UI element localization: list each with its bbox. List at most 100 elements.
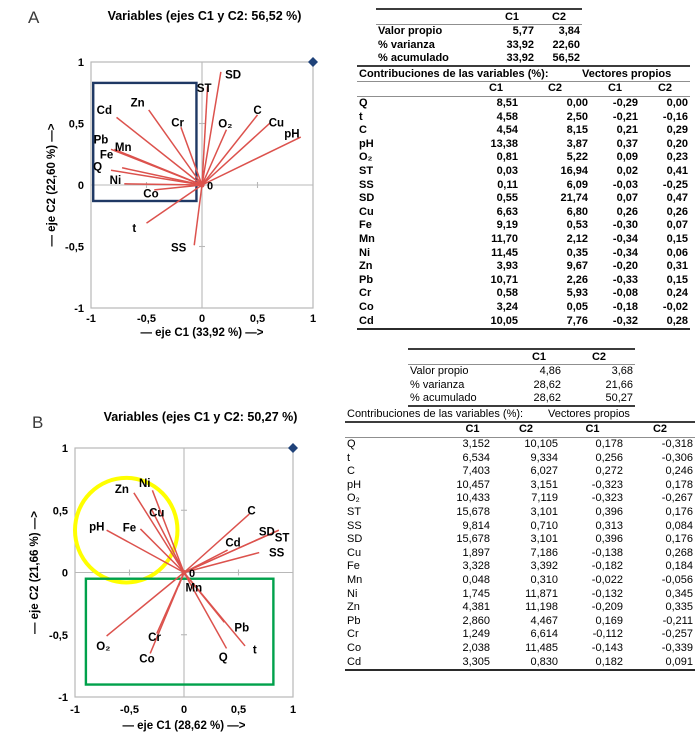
value-cell: 5,93 — [566, 287, 588, 300]
column-header: C2 — [520, 81, 590, 97]
value-cell: -0,34 — [612, 246, 638, 259]
vector-label-Cu: Cu — [149, 508, 164, 520]
table-row: Cr 0,58 5,93 -0,08 0,24 — [357, 287, 690, 301]
table-row: SS 0,11 6,09 -0,03 -0,25 — [357, 178, 690, 192]
value-cell: 0,091 — [625, 655, 695, 671]
column-header: C1 — [560, 421, 625, 438]
value-cell: 13,38 — [490, 137, 518, 150]
eigenvectors-title: Vectores propios — [548, 407, 695, 423]
value-cell: 0,178 — [595, 438, 623, 451]
value-cell: 0,23 — [666, 151, 688, 164]
row-label: % acumulado — [378, 52, 449, 65]
vector-label-Cd: Cd — [225, 538, 240, 550]
value-cell: 2,12 — [566, 233, 588, 245]
vector-label-Cr: Cr — [171, 117, 184, 129]
y-tick-label: 0,5 — [69, 119, 84, 131]
table-row: ST 15,678 3,101 0,396 0,176 — [345, 506, 695, 520]
value-cell: -0,21 — [612, 110, 638, 123]
value-cell: -0,143 — [591, 641, 623, 654]
eigenvectors-title: Vectores propios — [582, 65, 690, 82]
value-cell: 6,614 — [530, 628, 558, 641]
value-cell: 0,53 — [566, 219, 588, 232]
value-cell: 6,09 — [566, 178, 588, 191]
vector-label-Cu: Cu — [269, 117, 284, 129]
x-axis-title: — eje C1 (33,92 %) —> — [140, 327, 263, 339]
origin-dot — [181, 569, 187, 576]
table-row: C 7,403 6,027 0,272 0,246 — [345, 465, 695, 479]
value-cell: 0,37 — [616, 137, 638, 150]
vector-label-Q: Q — [93, 162, 102, 174]
y-tick-label: -1 — [58, 692, 68, 704]
value-cell: 33,92 — [506, 38, 534, 51]
value-cell: -0,30 — [612, 219, 638, 232]
vector-Cu — [201, 121, 272, 186]
value-cell: 0,048 — [462, 574, 490, 586]
y-tick-label: -0,5 — [49, 630, 68, 642]
table-row: Ni 1,745 11,871 -0,132 0,345 — [345, 587, 695, 601]
value-cell: 0,09 — [616, 151, 638, 164]
vector-SS — [193, 184, 203, 246]
variable-label: O₂ — [347, 492, 360, 505]
panel-a-letter: A — [28, 8, 41, 27]
value-cell: 1,897 — [462, 546, 490, 559]
value-cell: -0,339 — [661, 641, 693, 654]
x-tick-label: 0,5 — [231, 704, 246, 716]
value-cell: -0,257 — [661, 628, 693, 641]
value-cell: 7,76 — [520, 314, 590, 330]
value-cell: -0,112 — [592, 628, 623, 641]
column-header — [408, 347, 515, 365]
table-row: O₂ 0,81 5,22 0,09 0,23 — [357, 151, 690, 165]
vector-ST — [201, 86, 209, 186]
value-cell: 21,74 — [560, 192, 588, 205]
highlight-ellipse — [73, 475, 180, 585]
vector-label-Ni: Ni — [139, 478, 151, 490]
value-cell: -0,209 — [591, 601, 623, 614]
value-cell: 2,50 — [566, 110, 588, 123]
value-cell: 0,710 — [530, 519, 558, 532]
table-row: C1 C2 C1 C2 — [357, 81, 690, 97]
pca-biplot-b: Qt CpH O₂ ST SS SD Cu Fe Mn Ni Zn Pb Cr Co Cd 0 1 0,5 0 -0,… — [29, 443, 298, 732]
value-cell: -0,306 — [661, 451, 693, 464]
column-header: C2 — [640, 81, 690, 97]
value-cell: 2,860 — [462, 614, 490, 627]
y-tick-label: 0 — [78, 180, 84, 192]
value-cell: -0,318 — [661, 438, 693, 451]
value-cell: 3,93 — [496, 260, 518, 273]
row-label: Valor propio — [378, 25, 443, 38]
origin-label: 0 — [207, 181, 213, 193]
column-header — [376, 7, 488, 25]
value-cell: 22,60 — [552, 38, 580, 51]
value-cell: 3,151 — [530, 478, 558, 491]
variable-label: Ni — [347, 587, 358, 600]
value-cell: 2,038 — [462, 641, 490, 654]
vector-Co — [149, 572, 185, 654]
variable-label: SD — [359, 192, 375, 205]
variable-label: Mn — [359, 233, 375, 245]
column-header — [345, 421, 453, 438]
value-cell: 0,07 — [666, 219, 688, 232]
value-cell: -0,323 — [591, 478, 623, 491]
value-cell: -0,323 — [591, 492, 623, 505]
value-cell: 0,20 — [666, 137, 688, 150]
table-row: Fe 3,328 3,392 -0,182 0,184 — [345, 560, 695, 574]
vector-label-Cd: Cd — [97, 105, 112, 117]
vector-t — [146, 184, 203, 224]
value-cell: 56,52 — [552, 52, 580, 65]
table-row: C1 C2 C1 C2 — [345, 421, 695, 438]
row-label: % acumulado — [408, 391, 515, 408]
value-cell: 0,313 — [595, 519, 623, 532]
vector-label-Q: Q — [219, 652, 228, 664]
value-cell: 16,94 — [560, 165, 588, 178]
x-tick-label: -0,5 — [120, 704, 139, 716]
variable-label: Cu — [359, 205, 374, 218]
value-cell: 0,335 — [665, 601, 693, 614]
table-row: Cd 3,305 0,830 0,182 0,091 — [345, 655, 695, 671]
value-cell: 8,51 — [496, 97, 518, 110]
value-cell: 0,396 — [595, 533, 623, 546]
x-axis-title: — eje C1 (28,62 %) —> — [122, 720, 245, 732]
table-row: t 6,534 9,334 0,256 -0,306 — [345, 451, 695, 465]
diamond-marker — [308, 57, 318, 67]
table-row: Mn 0,048 0,310 -0,022 -0,056 — [345, 574, 695, 588]
table-row: pH 10,457 3,151 -0,323 0,178 — [345, 478, 695, 492]
